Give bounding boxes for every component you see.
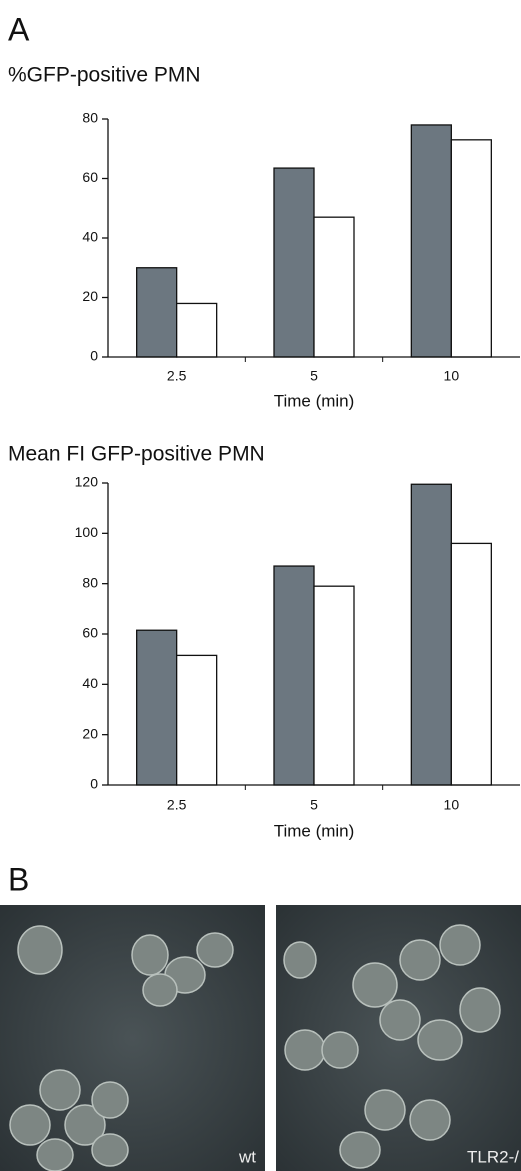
panel-label: A	[8, 11, 30, 47]
x-tick-label: 5	[310, 368, 318, 384]
y-tick-label: 80	[82, 574, 98, 590]
y-tick-label: 100	[75, 524, 99, 540]
cells	[9, 925, 234, 1171]
y-tick-label: 120	[75, 474, 99, 490]
y-tick-label: 40	[82, 229, 98, 245]
bar	[313, 216, 355, 358]
bar	[450, 542, 492, 786]
bar	[410, 483, 452, 786]
bar	[273, 167, 315, 358]
bar	[136, 629, 178, 786]
y-tick-label: 60	[82, 169, 98, 185]
y-tick-label: 60	[82, 625, 98, 641]
micrograph	[276, 905, 521, 1171]
bar	[176, 302, 218, 358]
x-tick-label: 2.5	[167, 368, 187, 384]
x-tick-label: 2.5	[167, 797, 187, 813]
image-label: TLR2-/	[467, 1147, 519, 1166]
y-tick-label: 40	[82, 675, 98, 691]
cells	[283, 924, 501, 1169]
image-label: wt	[238, 1147, 256, 1166]
y-tick-label: 0	[90, 348, 98, 364]
x-axis-label: Time (min)	[274, 391, 355, 410]
bar	[450, 139, 492, 358]
y-tick-label: 0	[90, 776, 98, 792]
x-tick-label: 10	[444, 797, 460, 813]
bar	[313, 585, 355, 786]
bar	[176, 654, 218, 786]
y-tick-label: 20	[82, 725, 98, 741]
panel-label: B	[8, 861, 29, 897]
chart-title: %GFP-positive PMN	[8, 64, 201, 87]
micrograph	[0, 905, 265, 1171]
y-tick-label: 20	[82, 288, 98, 304]
x-axis-label: Time (min)	[274, 821, 355, 840]
chart-title: Mean FI GFP-positive PMN	[8, 443, 265, 466]
bar	[273, 565, 315, 786]
x-tick-label: 5	[310, 797, 318, 813]
x-tick-label: 10	[444, 368, 460, 384]
y-tick-label: 80	[82, 110, 98, 126]
bar	[410, 124, 452, 358]
bar	[136, 267, 178, 358]
